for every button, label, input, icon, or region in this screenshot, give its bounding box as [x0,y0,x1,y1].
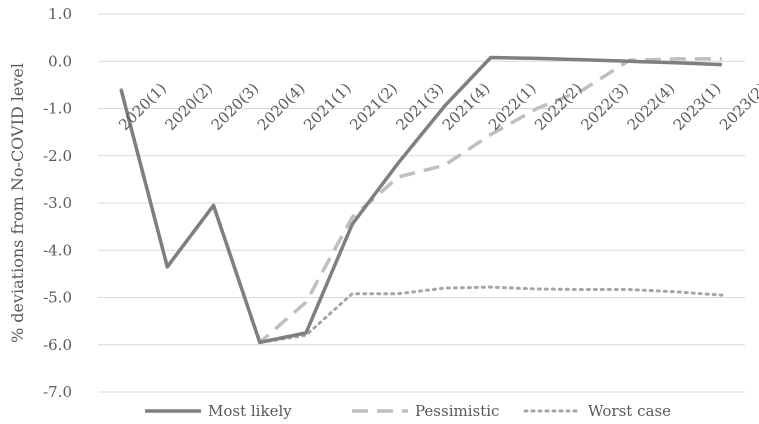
x-tick-label: 2021(2) [346,79,401,134]
y-tick-label: 1.0 [48,5,72,23]
x-tick-label: 2020(1) [115,79,170,134]
y-tick-label: -3.0 [43,194,72,212]
x-tick-label: 2020(2) [161,79,216,134]
y-tick-label: -1.0 [43,100,72,118]
y-tick-label: -6.0 [43,336,72,354]
legend-label: Pessimistic [415,402,499,420]
legend-label: Most likely [208,402,292,420]
series-lines [119,55,724,345]
y-tick-label: -2.0 [43,147,72,165]
y-tick-label: -5.0 [43,289,72,307]
x-tick-label: 2022(4) [624,79,679,134]
series-line-most-likely [119,55,722,345]
y-tick-label: 0.0 [48,52,72,70]
x-tick-label: 2022(1) [485,79,540,134]
gridlines [98,13,745,393]
y-tick-label: -4.0 [43,241,72,259]
legend: Most likely Pessimistic Worst case [145,402,671,420]
x-tick-label: 2020(4) [254,79,309,134]
x-tick-label: 2023(1) [670,79,725,134]
y-axis-ticks: 1.0 0.0 -1.0 -2.0 -3.0 -4.0 -5.0 -6.0 -7.0 [43,5,72,401]
x-axis-ticks: 2020(1)2020(2)2020(3)2020(4)2021(1)2021(… [115,79,759,134]
x-tick-label: 2020(3) [208,79,263,134]
x-tick-label: 2021(1) [300,79,355,134]
legend-label: Worst case [588,402,671,420]
x-tick-label: 2021(4) [439,79,494,134]
y-axis-title: % deviations from No-COVID level [8,63,27,343]
series-line-worst-case [119,88,724,344]
x-tick-label: 2021(3) [392,79,447,134]
x-tick-label: 2023(2) [716,79,759,134]
y-tick-label: -7.0 [43,383,72,401]
